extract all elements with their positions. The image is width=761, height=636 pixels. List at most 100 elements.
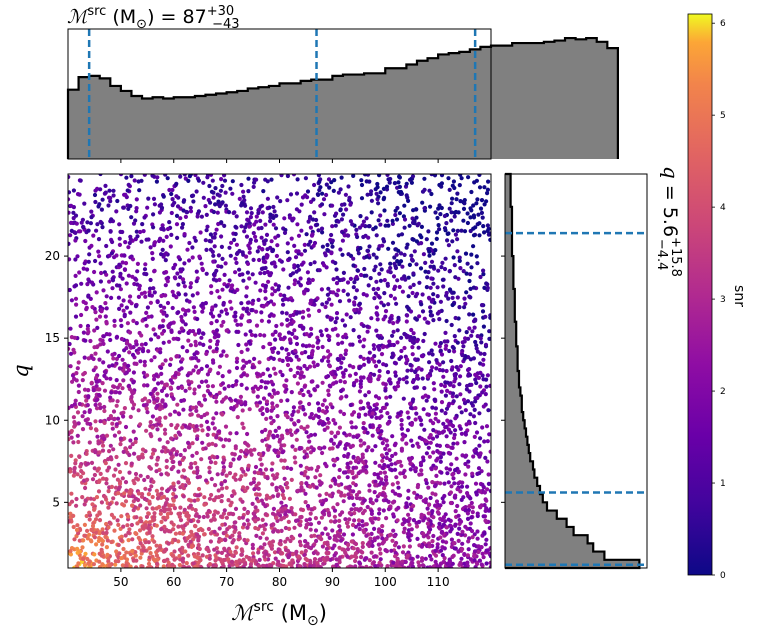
scatter-point bbox=[366, 224, 371, 229]
scatter-point bbox=[419, 241, 424, 246]
scatter-point bbox=[393, 550, 398, 556]
scatter-point bbox=[373, 564, 378, 568]
scatter-point bbox=[231, 538, 236, 543]
scatter-point bbox=[409, 422, 414, 427]
scatter-point bbox=[366, 401, 371, 406]
scatter-point bbox=[97, 314, 103, 319]
scatter-point bbox=[381, 508, 386, 513]
scatter-point bbox=[221, 302, 226, 307]
scatter-point bbox=[349, 507, 354, 512]
scatter-point bbox=[234, 329, 239, 334]
scatter-point bbox=[79, 281, 84, 286]
scatter-point bbox=[193, 508, 198, 513]
scatter-point bbox=[142, 174, 147, 177]
scatter-point bbox=[297, 446, 302, 451]
scatter-point bbox=[204, 271, 209, 276]
scatter-point bbox=[435, 285, 440, 290]
scatter-point bbox=[265, 196, 270, 201]
scatter-point bbox=[334, 211, 339, 216]
scatter-point bbox=[180, 357, 185, 362]
scatter-point bbox=[211, 314, 216, 319]
scatter-point bbox=[224, 485, 229, 490]
scatter-point bbox=[459, 556, 464, 561]
top-histogram-bar bbox=[89, 75, 101, 159]
scatter-point bbox=[440, 496, 445, 501]
scatter-point bbox=[406, 306, 411, 311]
scatter-point bbox=[196, 551, 201, 556]
scatter-point bbox=[351, 465, 356, 470]
scatter-point bbox=[467, 421, 472, 426]
scatter-point bbox=[269, 523, 274, 528]
scatter-point bbox=[73, 422, 78, 427]
scatter-point bbox=[449, 218, 454, 223]
top-histogram-bar bbox=[406, 64, 418, 159]
scatter-point bbox=[285, 323, 290, 328]
scatter-point bbox=[474, 254, 479, 259]
scatter-point bbox=[452, 334, 457, 339]
scatter-point bbox=[259, 498, 264, 503]
scatter-point bbox=[457, 526, 462, 531]
scatter-point bbox=[354, 492, 359, 498]
scatter-point bbox=[467, 504, 472, 509]
scatter-point bbox=[187, 174, 192, 179]
scatter-point bbox=[350, 532, 355, 537]
scatter-point bbox=[119, 538, 124, 543]
scatter-point bbox=[481, 357, 486, 362]
scatter-point bbox=[76, 561, 81, 566]
scatter-point bbox=[345, 233, 350, 238]
scatter-point bbox=[423, 260, 428, 265]
scatter-point bbox=[343, 332, 348, 337]
scatter-point bbox=[317, 308, 322, 313]
scatter-point bbox=[375, 472, 380, 477]
scatter-point bbox=[291, 405, 296, 410]
scatter-point bbox=[488, 237, 491, 242]
scatter-point bbox=[101, 288, 106, 293]
scatter-point bbox=[429, 557, 434, 562]
scatter-point bbox=[375, 344, 381, 349]
scatter-point bbox=[101, 530, 106, 536]
scatter-point bbox=[312, 240, 318, 246]
scatter-point bbox=[411, 282, 416, 287]
scatter-point bbox=[418, 266, 424, 271]
scatter-point bbox=[219, 220, 224, 225]
scatter-point bbox=[104, 433, 110, 438]
scatter-point bbox=[253, 492, 259, 497]
scatter-point bbox=[193, 332, 198, 337]
scatter-point bbox=[193, 343, 198, 348]
scatter-point bbox=[97, 531, 102, 536]
scatter-point bbox=[320, 302, 325, 307]
scatter-point bbox=[120, 502, 125, 507]
scatter-point bbox=[300, 343, 306, 348]
scatter-point bbox=[480, 551, 485, 556]
scatter-point bbox=[385, 421, 390, 426]
scatter-point bbox=[432, 387, 437, 392]
scatter-point bbox=[362, 273, 367, 278]
scatter-point bbox=[342, 493, 347, 498]
scatter-point bbox=[332, 178, 337, 183]
scatter-point bbox=[122, 406, 127, 411]
scatter-point bbox=[294, 354, 299, 359]
scatter-point bbox=[388, 457, 393, 462]
scatter-point bbox=[228, 253, 233, 258]
scatter-point bbox=[165, 497, 170, 502]
scatter-point bbox=[288, 356, 293, 361]
scatter-point bbox=[478, 451, 483, 456]
scatter-point bbox=[146, 314, 151, 319]
scatter-point bbox=[463, 461, 468, 467]
scatter-point bbox=[360, 541, 365, 546]
scatter-point bbox=[179, 314, 184, 320]
scatter-point bbox=[83, 238, 88, 244]
scatter-point bbox=[165, 448, 170, 453]
scatter-point bbox=[330, 238, 335, 243]
scatter-point bbox=[117, 551, 122, 556]
scatter-point bbox=[384, 475, 389, 480]
scatter-point bbox=[315, 340, 320, 345]
scatter-point bbox=[305, 503, 311, 509]
scatter-point bbox=[121, 414, 126, 419]
scatter-point bbox=[291, 536, 296, 541]
scatter-point bbox=[347, 517, 352, 522]
scatter-point bbox=[372, 296, 377, 301]
scatter-point bbox=[430, 509, 435, 514]
scatter-point bbox=[161, 318, 166, 323]
scatter-point bbox=[71, 513, 76, 519]
